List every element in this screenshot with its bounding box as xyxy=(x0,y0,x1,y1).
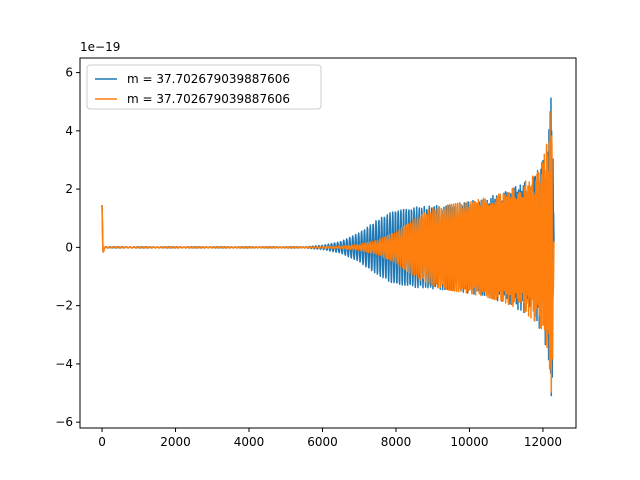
y-tick-label: −6 xyxy=(55,415,73,429)
x-axis: 0 2000 4000 6000 8000 10000 12000 xyxy=(98,428,562,449)
y-axis: −6 −4 −2 0 2 4 6 xyxy=(55,66,80,429)
y-tick-label: −2 xyxy=(55,299,73,313)
y-tick-label: 2 xyxy=(65,182,73,196)
plot-frame xyxy=(79,57,577,429)
y-tick-label: 4 xyxy=(65,124,73,138)
x-tick-label: 6000 xyxy=(307,435,338,449)
legend-label-1: m = 37.702679039887606 xyxy=(127,72,290,86)
y-tick-label: 0 xyxy=(65,240,73,254)
y-offset-label: 1e−19 xyxy=(80,40,120,54)
legend-label-2: m = 37.702679039887606 xyxy=(127,92,290,106)
x-tick-label: 4000 xyxy=(234,435,265,449)
y-tick-label: −4 xyxy=(55,357,73,371)
x-tick-label: 2000 xyxy=(160,435,191,449)
x-tick-label: 0 xyxy=(98,435,106,449)
legend: m = 37.702679039887606 m = 37.70267903988… xyxy=(86,64,322,110)
legend-box xyxy=(86,64,322,110)
y-tick-label: 6 xyxy=(65,66,73,80)
x-tick-label: 10000 xyxy=(450,435,488,449)
x-tick-label: 12000 xyxy=(524,435,562,449)
x-tick-label: 8000 xyxy=(381,435,412,449)
series-layer xyxy=(101,97,555,397)
series-line-2 xyxy=(101,111,555,393)
